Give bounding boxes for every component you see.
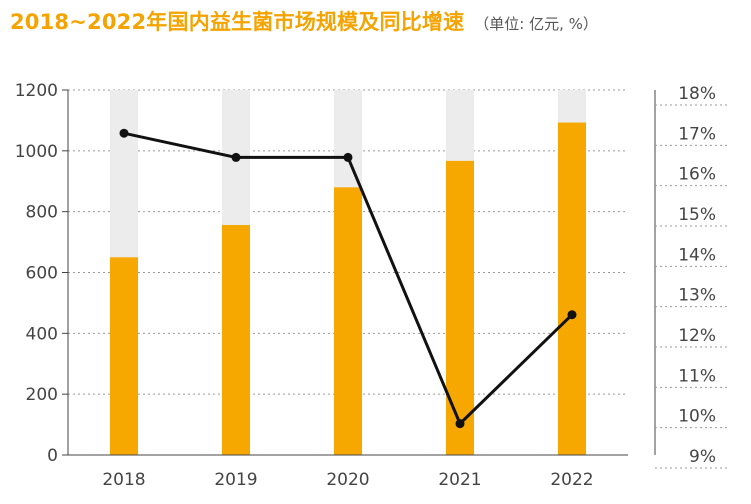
x-tick-label: 2019 — [214, 470, 257, 490]
line-point — [455, 419, 465, 429]
right-tick-label: 15% — [678, 205, 716, 225]
left-tick-label: 1200 — [15, 81, 58, 101]
left-tick-label: 400 — [26, 324, 58, 344]
line-point — [343, 152, 353, 162]
chart-title: 2018~2022年国内益生菌市场规模及同比增速 — [10, 10, 465, 34]
left-tick-label: 600 — [26, 264, 58, 284]
line-point — [231, 152, 241, 162]
bar — [222, 225, 250, 455]
left-axis-ticks: 0 200 400 600 800 1000 1200 — [15, 81, 68, 466]
bars — [110, 122, 586, 456]
right-tick-label: 14% — [678, 245, 716, 265]
chart-header: 2018~2022年国内益生菌市场规模及同比增速 （单位: 亿元, %） — [10, 6, 598, 40]
x-tick-label: 2018 — [102, 470, 145, 490]
right-tick-label: 16% — [678, 165, 716, 185]
x-tick-label: 2020 — [326, 470, 369, 490]
left-tick-label: 200 — [26, 385, 58, 405]
right-tick-label: 13% — [678, 286, 716, 306]
right-tick-label: 18% — [678, 84, 716, 104]
line-point — [567, 310, 577, 320]
right-tick-label: 11% — [678, 366, 716, 386]
right-axis-ticks: 9% 10% 11% 12% 13% 14% 15% 16% 17% 18% — [655, 84, 728, 469]
left-tick-label: 1000 — [15, 142, 58, 162]
right-tick-label: 10% — [678, 407, 716, 427]
right-tick-label: 9% — [689, 447, 716, 467]
bar — [558, 122, 586, 455]
x-axis-ticks: 2018 2019 2020 2021 2022 — [102, 470, 593, 490]
chart-unit: （单位: 亿元, %） — [474, 15, 598, 33]
left-tick-label: 800 — [26, 203, 58, 223]
left-tick-label: 0 — [47, 446, 58, 466]
right-tick-label: 17% — [678, 124, 716, 144]
bar — [334, 187, 362, 456]
line-point — [119, 128, 129, 138]
bar — [446, 160, 474, 455]
x-tick-label: 2021 — [438, 470, 481, 490]
bar — [110, 257, 138, 455]
right-tick-label: 12% — [678, 326, 716, 346]
growth-line — [119, 128, 577, 429]
x-tick-label: 2022 — [550, 470, 593, 490]
